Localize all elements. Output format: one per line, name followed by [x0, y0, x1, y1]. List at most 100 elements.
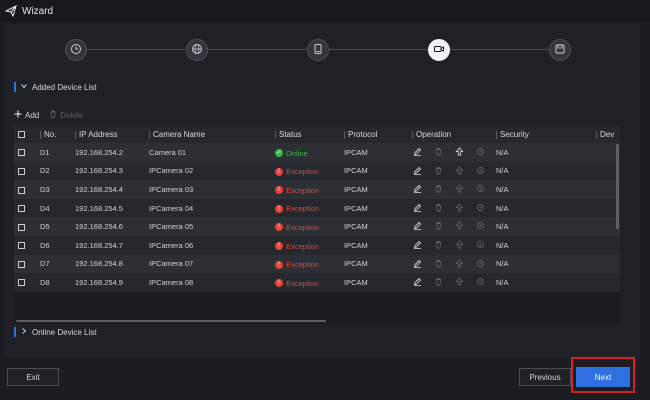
upgrade-icon[interactable] [454, 184, 464, 194]
table-row[interactable]: D5 192.168.254.6 IPCamera 05! Exception IPCA… [14, 217, 620, 236]
delete-icon[interactable] [433, 165, 443, 175]
cell-device [592, 180, 620, 199]
next-button[interactable]: Next [576, 367, 630, 387]
table-row[interactable]: D6 192.168.254.7 IPCamera 06! Exception IPCA… [14, 235, 620, 255]
row-checkbox-cell[interactable] [14, 273, 36, 292]
step-time[interactable] [65, 39, 87, 61]
edit-icon[interactable] [412, 147, 422, 157]
cell-protocol: IPCAM [340, 273, 408, 292]
exception-status-icon: ! [275, 223, 283, 232]
upgrade-icon[interactable] [454, 258, 464, 268]
edit-icon[interactable] [412, 184, 422, 194]
cell-ip-address: 192.168.254.5 [71, 198, 145, 218]
added-device-list-label: Added Device List [32, 82, 97, 92]
upgrade-icon[interactable] [454, 202, 464, 212]
table-row[interactable]: D2 192.168.254.3 IPCamera 02! Exception IPCA… [14, 161, 620, 181]
upgrade-icon[interactable] [454, 147, 464, 157]
settings-icon[interactable] [475, 147, 485, 157]
upgrade-icon[interactable] [454, 277, 464, 287]
delete-icon[interactable] [433, 240, 443, 250]
cell-camera-name: IPCamera 03 [145, 180, 271, 199]
header-protocol[interactable]: Protocol [340, 126, 408, 143]
header-security[interactable]: Security [492, 126, 592, 143]
row-checkbox-cell[interactable] [14, 254, 36, 274]
edit-icon[interactable] [412, 165, 422, 175]
settings-icon[interactable] [475, 258, 485, 268]
paper-plane-icon [4, 4, 18, 18]
edit-icon[interactable] [412, 202, 422, 212]
cell-ip-address: 192.168.254.6 [71, 217, 145, 236]
add-button[interactable]: Add [14, 110, 39, 120]
status-text: Exception [286, 185, 319, 195]
row-checkbox-cell[interactable] [14, 217, 36, 236]
delete-button[interactable]: Delete [49, 110, 83, 120]
upgrade-icon[interactable] [454, 221, 464, 231]
section-accent-bar [14, 327, 16, 337]
row-checkbox-cell[interactable] [14, 161, 36, 181]
cell-security: N/A [492, 143, 592, 162]
table-row[interactable]: D4 192.168.254.5 IPCamera 04! Exception IPCA… [14, 198, 620, 218]
edit-icon[interactable] [412, 258, 422, 268]
edit-icon[interactable] [412, 277, 422, 287]
header-device[interactable]: Dev [592, 126, 620, 143]
row-checkbox-cell[interactable] [14, 143, 36, 162]
settings-icon[interactable] [475, 165, 485, 175]
delete-icon[interactable] [433, 184, 443, 194]
device-table-body: D1 192.168.254.2 Camera 01 ✓ Online IPCAM N/A D… [14, 143, 620, 292]
added-device-list-header[interactable]: Added Device List [14, 81, 96, 93]
table-row[interactable]: D8 192.168.254.9 IPCamera 08! Exception IPCA… [14, 273, 620, 292]
header-ip-address[interactable]: IP Address [71, 126, 145, 143]
row-checkbox[interactable] [18, 242, 25, 250]
table-row[interactable]: D1 192.168.254.2 Camera 01 ✓ Online IPCAM N/A [14, 143, 620, 162]
row-checkbox-cell[interactable] [14, 180, 36, 199]
table-row[interactable]: D3 192.168.254.4 IPCamera 03! Exception IPCA… [14, 180, 620, 199]
header-operation[interactable]: Operation [408, 126, 492, 143]
row-checkbox[interactable] [18, 260, 25, 268]
row-checkbox[interactable] [18, 149, 25, 157]
exit-button[interactable]: Exit [7, 368, 59, 386]
settings-icon[interactable] [475, 277, 485, 287]
row-checkbox[interactable] [18, 279, 25, 287]
online-device-list-header[interactable]: Online Device List [14, 326, 96, 338]
row-checkbox[interactable] [18, 223, 25, 231]
upgrade-icon[interactable] [454, 240, 464, 250]
upgrade-icon[interactable] [454, 165, 464, 175]
select-all-checkbox[interactable] [18, 131, 25, 139]
delete-icon[interactable] [433, 277, 443, 287]
clock-icon [70, 43, 82, 57]
settings-icon[interactable] [475, 240, 485, 250]
row-checkbox-cell[interactable] [14, 235, 36, 255]
header-camera-name[interactable]: Camera Name [145, 126, 271, 143]
row-checkbox[interactable] [18, 205, 25, 213]
status-text: Exception [286, 204, 319, 214]
settings-icon[interactable] [475, 221, 485, 231]
edit-icon[interactable] [412, 240, 422, 250]
previous-button[interactable]: Previous [519, 368, 571, 386]
step-save[interactable] [549, 39, 571, 61]
cell-security: N/A [492, 180, 592, 199]
delete-icon[interactable] [433, 258, 443, 268]
settings-icon[interactable] [475, 202, 485, 212]
delete-icon[interactable] [433, 221, 443, 231]
header-no[interactable]: No. [36, 126, 71, 143]
header-status[interactable]: Status [271, 126, 340, 143]
row-checkbox[interactable] [18, 186, 25, 194]
cell-device [592, 143, 620, 162]
delete-icon[interactable] [433, 147, 443, 157]
settings-icon[interactable] [475, 184, 485, 194]
delete-icon[interactable] [433, 202, 443, 212]
table-row[interactable]: D7 192.168.254.8 IPCamera 07! Exception IPCA… [14, 254, 620, 274]
step-camera[interactable] [428, 39, 450, 61]
step-network[interactable] [186, 39, 208, 61]
delete-label: Delete [60, 110, 84, 120]
horizontal-scrollbar[interactable] [16, 320, 326, 322]
header-select-all[interactable] [14, 126, 36, 143]
vertical-scrollbar[interactable] [616, 144, 619, 229]
cell-status: ! Exception [271, 180, 340, 199]
step-storage[interactable] [307, 39, 329, 61]
online-status-icon: ✓ [275, 149, 283, 158]
row-checkbox-cell[interactable] [14, 198, 36, 218]
row-checkbox[interactable] [18, 167, 25, 175]
cell-operation [408, 161, 492, 181]
edit-icon[interactable] [412, 221, 422, 231]
